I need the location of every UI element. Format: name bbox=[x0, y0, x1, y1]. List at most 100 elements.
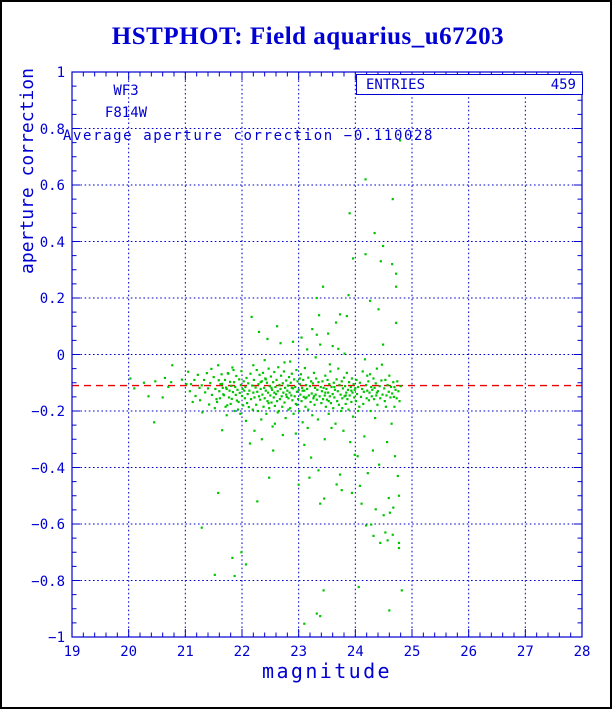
data-point bbox=[280, 395, 283, 398]
data-point bbox=[338, 383, 341, 387]
data-point bbox=[392, 506, 395, 509]
y-tick-label: −1 bbox=[48, 630, 65, 646]
data-point bbox=[388, 511, 391, 514]
data-point bbox=[213, 407, 216, 410]
data-point bbox=[271, 425, 274, 428]
data-point bbox=[355, 392, 359, 396]
data-point bbox=[321, 285, 325, 288]
data-point bbox=[338, 473, 342, 476]
camera-label: WF3 bbox=[113, 83, 139, 99]
data-point bbox=[225, 387, 228, 391]
data-point bbox=[264, 389, 267, 392]
data-point bbox=[285, 393, 288, 396]
data-point bbox=[351, 415, 355, 418]
data-point bbox=[259, 398, 262, 401]
data-point bbox=[308, 476, 311, 479]
data-point bbox=[395, 321, 398, 324]
data-point bbox=[205, 372, 208, 375]
data-point bbox=[348, 212, 351, 215]
data-point bbox=[291, 340, 295, 343]
data-point bbox=[347, 408, 350, 411]
data-point bbox=[325, 387, 328, 391]
entries-label: ENTRIES bbox=[366, 77, 426, 93]
data-point bbox=[161, 396, 164, 399]
data-point bbox=[384, 378, 387, 382]
data-point bbox=[394, 388, 397, 391]
data-point bbox=[237, 400, 240, 404]
data-point bbox=[390, 422, 393, 425]
data-point bbox=[365, 383, 368, 387]
data-point bbox=[362, 390, 365, 393]
data-point bbox=[268, 407, 271, 410]
data-point bbox=[373, 231, 376, 235]
data-point bbox=[273, 404, 276, 408]
data-point bbox=[210, 367, 213, 371]
data-point bbox=[362, 402, 365, 406]
data-point bbox=[332, 381, 335, 384]
data-point bbox=[255, 403, 258, 406]
data-point bbox=[294, 402, 297, 406]
data-point bbox=[396, 380, 399, 383]
data-point bbox=[332, 407, 335, 410]
data-point bbox=[280, 374, 283, 377]
data-point bbox=[363, 358, 367, 361]
data-point bbox=[301, 421, 304, 424]
data-point bbox=[215, 400, 219, 404]
data-point bbox=[378, 463, 381, 466]
data-point bbox=[380, 363, 384, 366]
data-point bbox=[313, 403, 316, 406]
data-point bbox=[256, 390, 259, 393]
data-point bbox=[376, 403, 379, 406]
data-point bbox=[262, 405, 265, 408]
data-point bbox=[304, 383, 308, 387]
y-tick-label: 0.2 bbox=[39, 291, 65, 307]
data-point bbox=[387, 496, 390, 500]
data-point bbox=[337, 367, 340, 370]
data-point bbox=[336, 390, 339, 393]
data-point bbox=[185, 383, 188, 386]
data-point bbox=[267, 401, 270, 405]
data-point bbox=[317, 381, 320, 384]
data-point bbox=[329, 370, 332, 373]
data-point bbox=[201, 411, 204, 414]
data-point bbox=[353, 388, 356, 391]
data-point bbox=[247, 405, 250, 409]
data-point bbox=[350, 389, 353, 392]
data-point bbox=[315, 296, 318, 300]
data-point bbox=[363, 435, 366, 438]
data-point bbox=[230, 384, 233, 387]
data-point bbox=[350, 400, 353, 404]
data-point bbox=[393, 385, 396, 389]
data-point bbox=[133, 387, 136, 390]
data-point bbox=[300, 386, 304, 389]
data-point bbox=[330, 426, 333, 430]
data-point bbox=[278, 398, 282, 401]
data-point bbox=[311, 382, 314, 385]
data-point bbox=[391, 392, 394, 395]
data-point bbox=[217, 379, 220, 382]
data-point bbox=[253, 429, 256, 432]
data-point bbox=[279, 387, 282, 391]
data-point bbox=[327, 412, 330, 415]
data-point bbox=[337, 347, 340, 350]
data-point bbox=[295, 403, 299, 406]
data-point bbox=[283, 401, 286, 404]
data-point bbox=[275, 378, 278, 382]
data-point bbox=[171, 364, 174, 367]
data-point bbox=[251, 408, 254, 411]
data-point bbox=[393, 405, 396, 408]
data-point bbox=[208, 403, 211, 406]
data-point bbox=[257, 383, 260, 386]
data-point bbox=[384, 531, 387, 534]
data-point bbox=[266, 337, 269, 341]
data-point bbox=[368, 299, 372, 302]
x-axis-title: magnitude bbox=[262, 659, 392, 683]
data-point bbox=[276, 325, 279, 328]
data-point bbox=[289, 407, 292, 410]
data-point bbox=[291, 399, 294, 402]
data-point bbox=[341, 407, 344, 410]
data-point bbox=[352, 383, 355, 386]
data-point bbox=[330, 385, 333, 389]
data-point bbox=[322, 589, 325, 592]
data-point bbox=[380, 379, 383, 382]
